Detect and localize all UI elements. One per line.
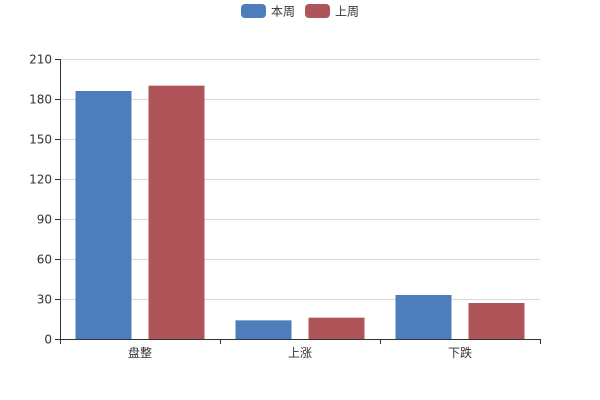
x-tick-label: 下跌 (448, 345, 472, 360)
bar-2-3[interactable] (468, 303, 525, 339)
x-tick-label: 上涨 (288, 345, 312, 360)
legend: 本周 上周 (241, 4, 359, 19)
y-tick-label: 60 (37, 253, 52, 267)
legend-swatch (241, 4, 266, 18)
legend-item-1[interactable]: 本周 (241, 4, 295, 19)
legend-swatch (305, 4, 330, 18)
y-axis-ticks: 0 30 60 90 120 150 180 210 (29, 53, 60, 347)
y-tick-label: 90 (37, 213, 52, 227)
x-axis-ticks: 盘整 上涨 下跌 (60, 339, 541, 360)
y-tick-label: 210 (29, 53, 52, 67)
legend-label: 本周 (271, 5, 295, 19)
legend-label: 上周 (335, 5, 359, 19)
y-tick-label: 120 (29, 173, 52, 187)
bar-1-1[interactable] (75, 91, 132, 339)
legend-item-2[interactable]: 上周 (305, 4, 359, 19)
axes (60, 59, 540, 340)
x-tick-label: 盘整 (128, 345, 152, 360)
bars (75, 85, 525, 340)
y-tick-label: 150 (29, 133, 52, 147)
y-tick-label: 180 (29, 93, 52, 107)
y-tick-label: 0 (44, 333, 52, 347)
grid-lines (60, 59, 540, 300)
y-tick-label: 30 (37, 293, 52, 307)
bar-1-2[interactable] (235, 320, 292, 339)
bar-1-3[interactable] (395, 295, 452, 339)
bar-2-2[interactable] (308, 317, 365, 339)
bar-2-1[interactable] (148, 85, 205, 340)
